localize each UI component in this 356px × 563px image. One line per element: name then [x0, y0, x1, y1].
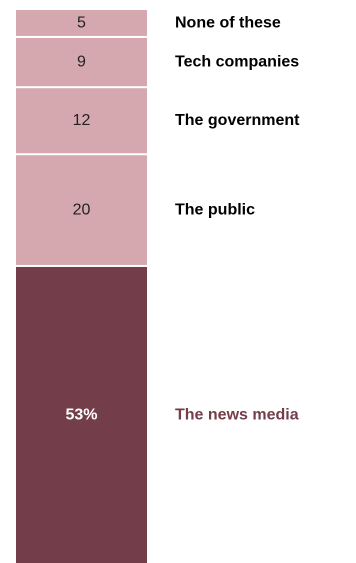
category-label-the-news-media: The news media — [175, 406, 299, 423]
bar-segment-the-public — [16, 155, 147, 265]
bar-segment-the-news-media — [16, 266, 147, 563]
category-label-the-public: The public — [175, 202, 255, 219]
value-label-tech-companies: 9 — [77, 54, 86, 71]
value-label-none-of-these: 5 — [77, 14, 86, 31]
bar-segment-the-government — [16, 88, 147, 154]
category-label-tech-companies: Tech companies — [175, 54, 299, 71]
value-label-the-public: 20 — [73, 202, 91, 219]
value-label-the-government: 12 — [73, 112, 91, 129]
bar-segment-none-of-these — [16, 10, 147, 36]
category-label-none-of-these: None of these — [175, 14, 281, 31]
bar-segment-tech-companies — [16, 37, 147, 87]
value-label-the-news-media: 53% — [65, 406, 97, 423]
category-label-the-government: The government — [175, 112, 300, 129]
